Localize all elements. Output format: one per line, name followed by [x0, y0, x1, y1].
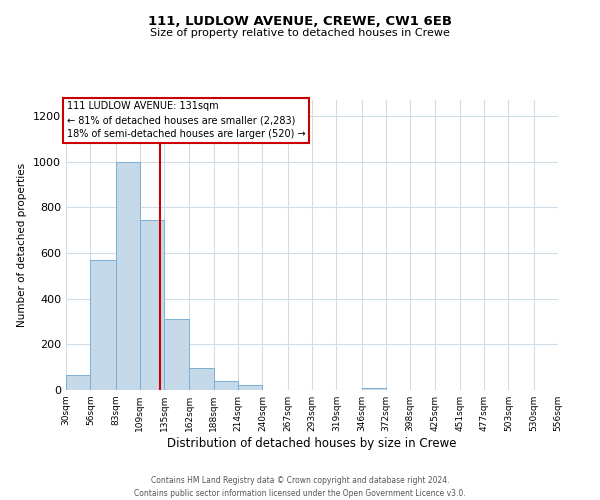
Text: 111, LUDLOW AVENUE, CREWE, CW1 6EB: 111, LUDLOW AVENUE, CREWE, CW1 6EB — [148, 15, 452, 28]
Bar — [190, 368, 214, 390]
Bar — [116, 162, 140, 390]
Bar — [362, 388, 386, 390]
Bar — [140, 220, 164, 390]
Bar — [164, 319, 190, 390]
Text: 111 LUDLOW AVENUE: 131sqm
← 81% of detached houses are smaller (2,283)
18% of se: 111 LUDLOW AVENUE: 131sqm ← 81% of detac… — [67, 102, 305, 140]
Bar — [238, 386, 262, 390]
Bar — [66, 375, 91, 390]
Text: Size of property relative to detached houses in Crewe: Size of property relative to detached ho… — [150, 28, 450, 38]
Text: Contains HM Land Registry data © Crown copyright and database right 2024.
Contai: Contains HM Land Registry data © Crown c… — [134, 476, 466, 498]
Bar — [214, 381, 238, 390]
Bar — [91, 260, 116, 390]
X-axis label: Distribution of detached houses by size in Crewe: Distribution of detached houses by size … — [167, 437, 457, 450]
Y-axis label: Number of detached properties: Number of detached properties — [17, 163, 28, 327]
